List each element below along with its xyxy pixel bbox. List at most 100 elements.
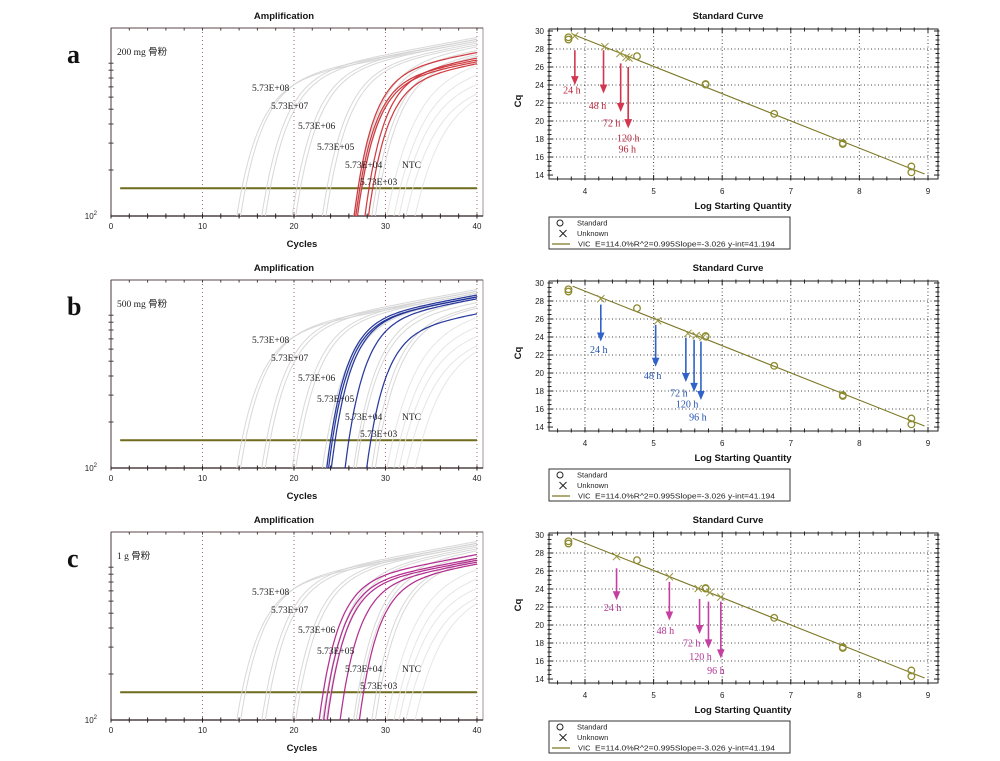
unknown-point-stroke bbox=[665, 572, 674, 581]
arrow-down-icon bbox=[665, 611, 674, 621]
timepoint-arrow: 120 h bbox=[676, 339, 698, 410]
unknown-point-stroke bbox=[692, 331, 701, 340]
x-tick-label: 7 bbox=[789, 439, 794, 448]
legend-x-icon bbox=[559, 733, 567, 742]
standard-curve bbox=[325, 44, 478, 216]
legend-fit-label: VIC bbox=[578, 240, 591, 249]
x-tick-label: 6 bbox=[720, 691, 725, 700]
arrow-down-icon bbox=[682, 373, 690, 383]
y-axis-label: Cq bbox=[513, 94, 524, 107]
unknown-point bbox=[616, 49, 624, 58]
sample-curve bbox=[366, 313, 478, 468]
y-axis-label: Cq bbox=[513, 346, 524, 359]
x-tick-label: 6 bbox=[720, 187, 725, 196]
standard-curve bbox=[405, 597, 478, 720]
chart-title: Amplification bbox=[254, 515, 314, 526]
y-tick-label: 14 bbox=[535, 675, 544, 684]
y-tick-label: 102 bbox=[85, 211, 98, 221]
concentration-label: 5.73E+04 bbox=[345, 161, 383, 171]
x-tick-label: 9 bbox=[926, 187, 931, 196]
sample-curve bbox=[353, 51, 478, 216]
timepoint-label: 24 h bbox=[590, 345, 608, 356]
y-tick-label: 22 bbox=[535, 351, 544, 360]
y-tick-label: 16 bbox=[535, 657, 544, 666]
panel-letter: a bbox=[67, 40, 80, 69]
y-tick-label: 30 bbox=[535, 27, 544, 36]
arrow-down-icon bbox=[599, 84, 608, 94]
standard-curve bbox=[414, 350, 478, 468]
timepoint-label: 24 h bbox=[604, 603, 622, 614]
panel-letter: c bbox=[67, 544, 79, 573]
unknown-point-stroke bbox=[699, 333, 707, 342]
y-tick-label-base: 10 bbox=[85, 464, 94, 473]
y-tick-label: 24 bbox=[535, 333, 544, 342]
concentration-label: 5.73E+05 bbox=[317, 143, 355, 153]
x-axis-label: Cycles bbox=[287, 743, 318, 754]
y-tick-label: 18 bbox=[535, 387, 544, 396]
timepoint-label: 72 h bbox=[683, 639, 701, 650]
standard-point bbox=[564, 287, 573, 296]
unknown-point-stroke bbox=[612, 552, 621, 561]
timepoint-label: 96 h bbox=[689, 413, 707, 424]
sample-curve bbox=[339, 561, 478, 720]
y-tick-label: 28 bbox=[535, 549, 544, 558]
y-tick-label: 30 bbox=[535, 279, 544, 288]
y-tick-label-exponent: 2 bbox=[94, 715, 98, 721]
chart-title: Amplification bbox=[254, 11, 314, 22]
standard-curve bbox=[371, 53, 478, 216]
unknown-point bbox=[622, 53, 631, 62]
timepoint-arrow: 24 h bbox=[563, 50, 581, 97]
x-axis-label: Cycles bbox=[287, 491, 318, 502]
fit-line bbox=[572, 537, 925, 679]
unknown-point-stroke bbox=[716, 593, 725, 602]
standard-curve bbox=[355, 302, 478, 468]
unknown-point-stroke bbox=[600, 42, 609, 51]
sample-curve bbox=[358, 563, 478, 720]
standard-curve bbox=[295, 544, 478, 720]
timepoint-arrow: 120 h bbox=[689, 601, 713, 663]
standard-point bbox=[633, 52, 641, 61]
y-tick-label: 24 bbox=[535, 81, 544, 90]
x-tick-label: 4 bbox=[583, 439, 588, 448]
standard-point bbox=[633, 304, 641, 313]
y-tick-label-base: 10 bbox=[85, 212, 94, 221]
standard-curve bbox=[414, 602, 478, 720]
y-tick-label: 102 bbox=[85, 715, 98, 725]
concentration-label: NTC bbox=[402, 161, 421, 171]
sample-curve bbox=[355, 59, 478, 216]
legend-x-icon bbox=[559, 229, 567, 238]
concentration-label: 5.73E+06 bbox=[298, 122, 336, 132]
timepoint-arrow: 24 h bbox=[604, 568, 622, 614]
timepoint-arrow: 48 h bbox=[589, 50, 608, 112]
arrow-down-icon bbox=[697, 391, 705, 401]
timepoint-arrow: 48 h bbox=[644, 324, 661, 382]
standard-point bbox=[770, 613, 779, 622]
sample-curve bbox=[318, 553, 478, 720]
unknown-point-stroke bbox=[624, 54, 633, 62]
legend-circle-icon bbox=[556, 471, 564, 479]
timepoint-arrow: 72 h bbox=[603, 63, 625, 130]
sample-label: 200 mg 骨粉 bbox=[117, 46, 168, 58]
unknown-point bbox=[612, 552, 621, 561]
y-tick-label: 102 bbox=[85, 463, 98, 473]
x-tick-label: 7 bbox=[789, 691, 794, 700]
concentration-label: 5.73E+03 bbox=[360, 178, 398, 188]
x-tick-label: 5 bbox=[651, 187, 656, 196]
x-tick-label: 40 bbox=[473, 726, 482, 735]
legend-fit-stats: E=114.0%R^2=0.995Slope=-3.026 y-int=41.1… bbox=[595, 240, 775, 249]
x-tick-label: 20 bbox=[290, 726, 299, 735]
x-tick-label: 30 bbox=[381, 474, 390, 483]
x-tick-label: 10 bbox=[198, 474, 207, 483]
x-tick-label: 9 bbox=[926, 439, 931, 448]
concentration-label: 5.73E+04 bbox=[345, 665, 383, 675]
standard-point bbox=[770, 361, 779, 370]
y-tick-label: 26 bbox=[535, 63, 544, 72]
x-axis-label: Cycles bbox=[287, 239, 318, 250]
standard-point bbox=[564, 539, 573, 548]
legend-fit-label: VIC bbox=[578, 744, 591, 753]
unknown-point bbox=[653, 316, 662, 325]
